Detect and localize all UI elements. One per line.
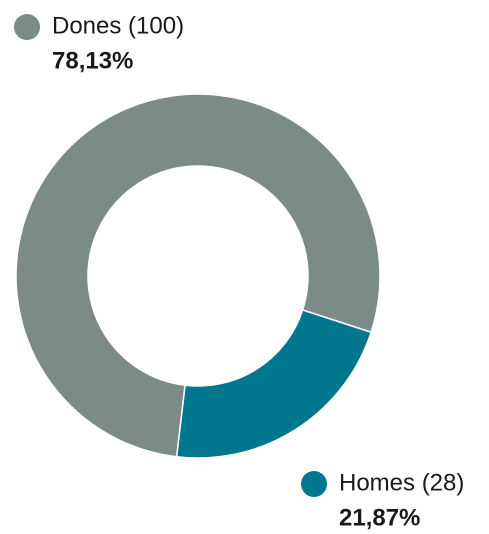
legend-label: Dones (100) xyxy=(52,12,184,39)
donut-slice xyxy=(15,93,381,458)
legend-label: Homes (28) xyxy=(339,469,464,496)
donut-slice xyxy=(175,309,373,459)
value-label: 78,13% xyxy=(52,47,133,74)
value-label: 21,87% xyxy=(339,504,420,531)
legend-swatch xyxy=(14,14,40,40)
legend-swatch xyxy=(301,471,327,497)
